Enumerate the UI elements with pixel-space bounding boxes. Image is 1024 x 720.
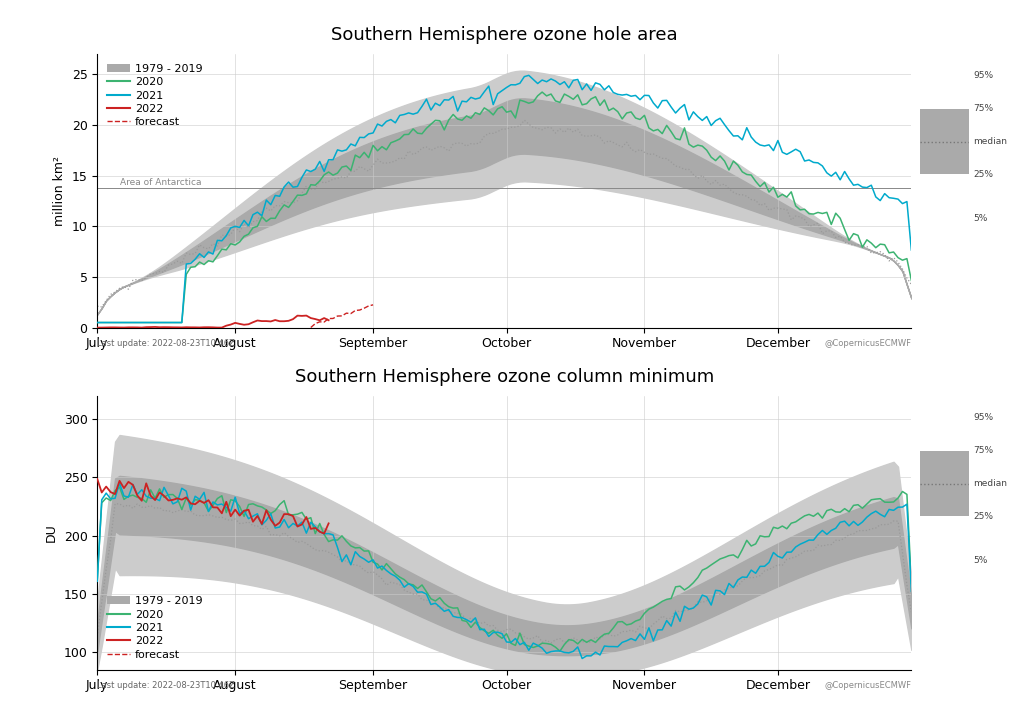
Legend: 1979 - 2019, 2020, 2021, 2022, forecast: 1979 - 2019, 2020, 2021, 2022, forecast [102, 60, 207, 132]
Text: 5%: 5% [974, 556, 988, 564]
Text: 75%: 75% [974, 446, 993, 455]
Title: Southern Hemisphere ozone column minimum: Southern Hemisphere ozone column minimum [295, 368, 714, 386]
Title: Southern Hemisphere ozone hole area: Southern Hemisphere ozone hole area [331, 26, 678, 44]
Bar [920, 109, 969, 174]
Text: Area of Antarctica: Area of Antarctica [120, 179, 201, 187]
Text: median: median [974, 137, 1008, 146]
Text: 25%: 25% [974, 170, 993, 179]
Text: 95%: 95% [974, 71, 993, 81]
Y-axis label: million km²: million km² [53, 156, 67, 226]
Text: Last update: 2022-08-23T10.46Z: Last update: 2022-08-23T10.46Z [97, 338, 236, 348]
Text: @CopernicusECMWF: @CopernicusECMWF [824, 338, 911, 348]
Bar [920, 451, 969, 516]
Text: median: median [974, 479, 1008, 488]
Text: 95%: 95% [974, 413, 993, 423]
Text: 75%: 75% [974, 104, 993, 113]
Text: 5%: 5% [974, 214, 988, 222]
Y-axis label: DU: DU [45, 523, 58, 542]
Text: @CopernicusECMWF: @CopernicusECMWF [824, 680, 911, 690]
Legend: 1979 - 2019, 2020, 2021, 2022, forecast: 1979 - 2019, 2020, 2021, 2022, forecast [102, 592, 207, 664]
Text: Last update: 2022-08-23T10.46Z: Last update: 2022-08-23T10.46Z [97, 680, 236, 690]
Text: 25%: 25% [974, 512, 993, 521]
